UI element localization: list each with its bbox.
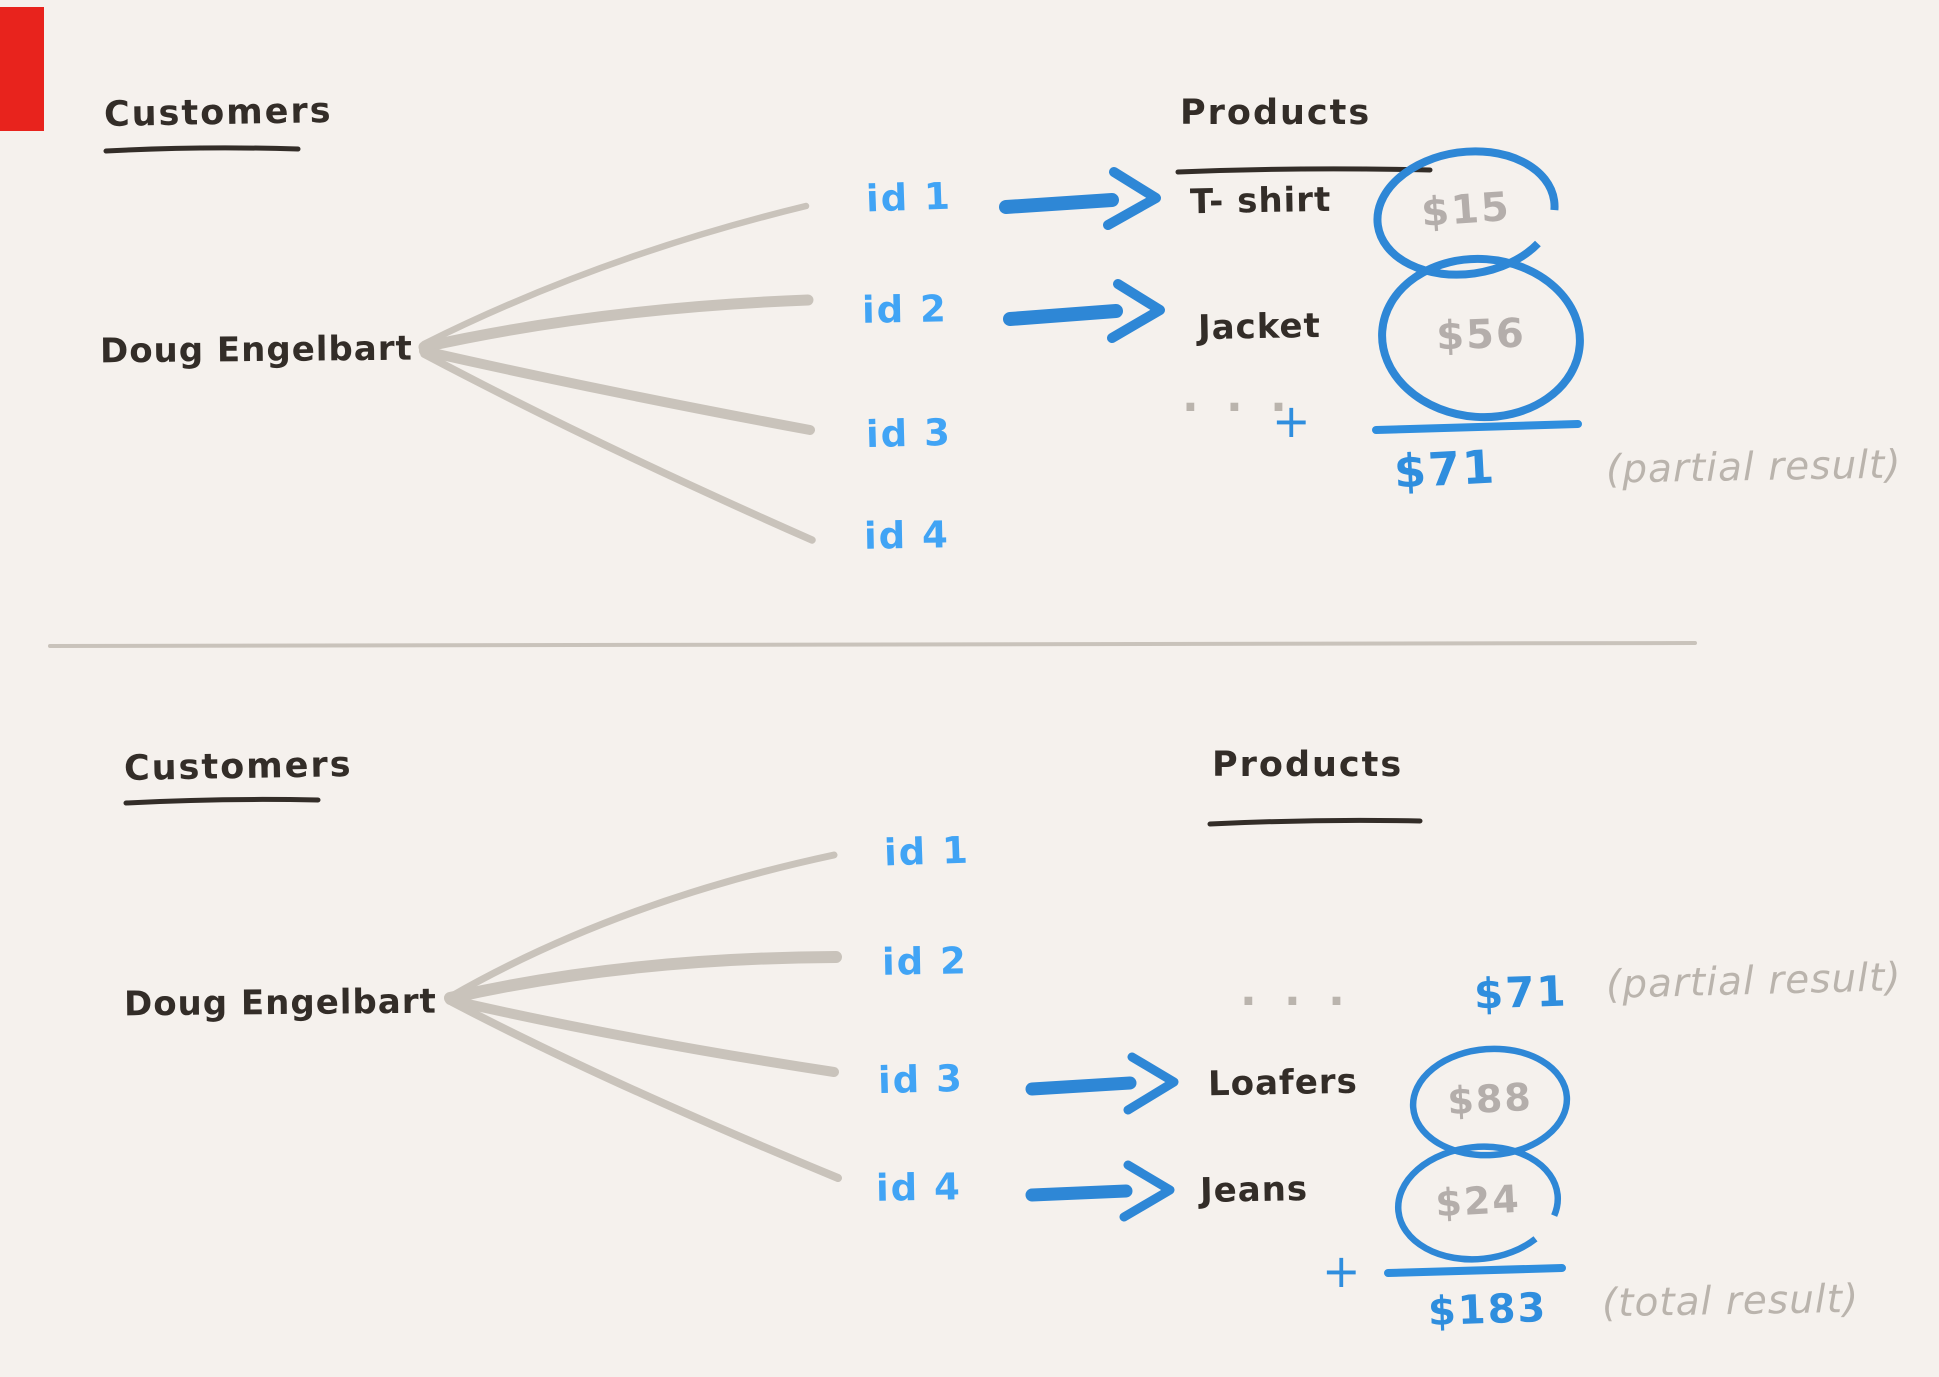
top-ellipsis: · · · [1182, 382, 1293, 433]
bottom-id-1: id 1 [883, 828, 971, 875]
top-partial-sum: $71 [1392, 439, 1498, 499]
bottom-id-2: id 2 [881, 939, 969, 984]
top-plus-sign: + [1272, 394, 1311, 448]
top-id-3: id 3 [865, 410, 953, 457]
top-partial-note: (partial result) [1605, 442, 1902, 493]
top-customers-heading: Customers [103, 91, 333, 135]
bottom-total-sum: $183 [1427, 1284, 1549, 1336]
bottom-products-heading: Products [1212, 745, 1404, 785]
section-divider [48, 641, 1697, 648]
bottom-total-note: (total result) [1601, 1276, 1860, 1327]
bottom-id-3: id 3 [877, 1056, 965, 1103]
bottom-product-loafers: Loafers [1207, 1061, 1359, 1105]
bottom-customer-name: Doug Engelbart [123, 981, 437, 1025]
bottom-product-jeans: Jeans [1199, 1169, 1309, 1211]
bottom-price-loafers: $88 [1446, 1074, 1534, 1124]
mapping-arrows [999, 167, 1179, 1222]
bottom-carry-sum: $71 [1473, 966, 1569, 1019]
bottom-plus-sign: + [1322, 1244, 1361, 1298]
top-fan-lines [418, 202, 816, 544]
top-product-jacket: Jacket [1197, 305, 1322, 349]
heading-underlines [103, 145, 1433, 827]
top-id-2: id 2 [861, 287, 949, 332]
bottom-id-4: id 4 [875, 1165, 963, 1210]
bottom-ellipsis: · · · [1240, 976, 1351, 1027]
top-price-jacket: $56 [1435, 310, 1527, 360]
bottom-carry-note: (partial result) [1605, 955, 1903, 1008]
top-product-tshirt: T- shirt [1189, 179, 1332, 223]
sum-bars [1372, 420, 1582, 1277]
top-products-heading: Products [1180, 93, 1372, 133]
red-marker [0, 7, 44, 131]
top-id-4: id 4 [863, 513, 951, 558]
bottom-customers-heading: Customers [123, 745, 353, 789]
price-circles [1373, 147, 1584, 1263]
bottom-price-jeans: $24 [1434, 1176, 1522, 1226]
bottom-fan-lines [444, 851, 842, 1182]
top-id-1: id 1 [865, 174, 953, 221]
top-customer-name: Doug Engelbart [99, 328, 413, 372]
